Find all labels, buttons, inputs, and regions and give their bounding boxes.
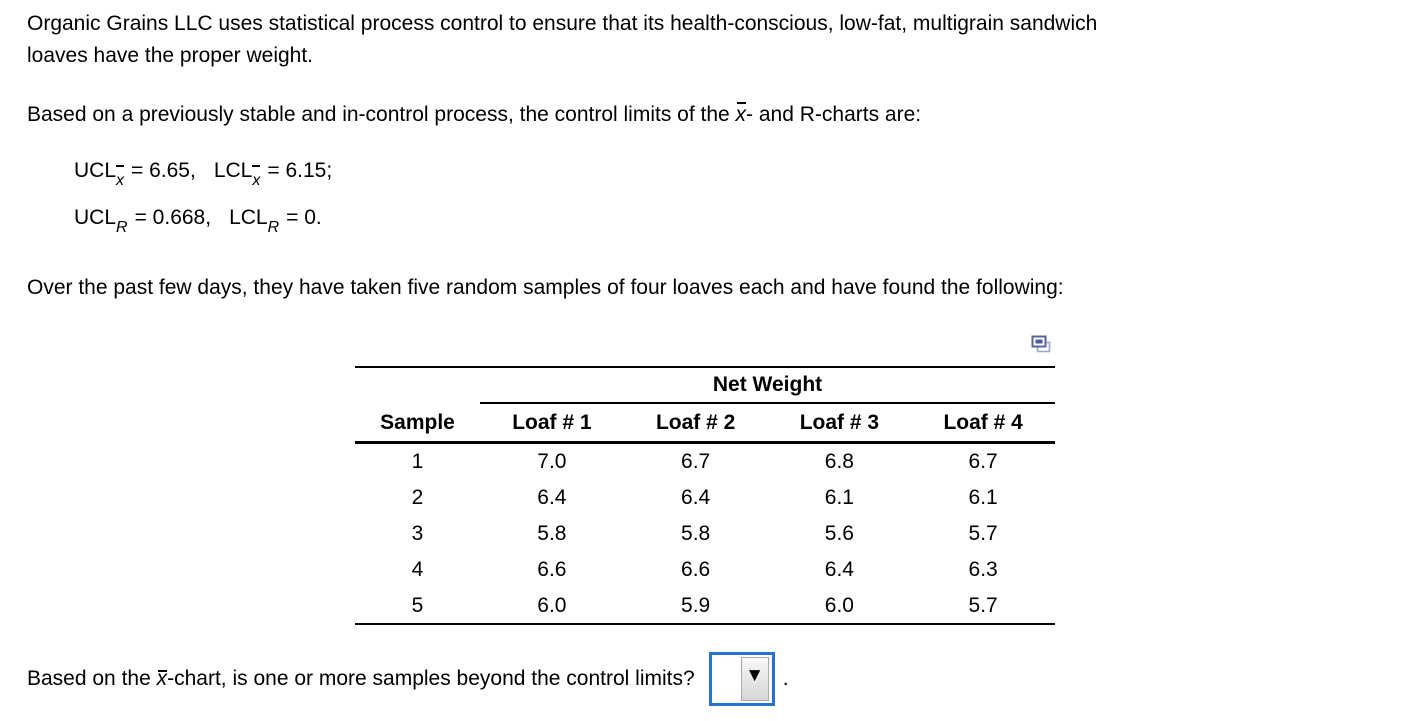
table-header-row: Sample Loaf # 1 Loaf # 2 Loaf # 3 Loaf #…	[355, 404, 1055, 441]
cell-loaf4: 6.3	[968, 558, 998, 581]
cell-loaf1: 7.0	[537, 450, 567, 473]
cell-sample: 3	[411, 522, 424, 545]
cell-loaf1: 6.4	[537, 486, 567, 509]
cell-sample: 2	[411, 486, 424, 509]
samples-paragraph: Over the past few days, they have taken …	[27, 276, 1064, 299]
lcl-xbar-label: LCL	[213, 159, 253, 182]
table-top-rule	[355, 366, 1055, 368]
intro-paragraph: Organic Grains LLC uses statistical proc…	[27, 8, 1097, 72]
x-bar-symbol: x	[736, 99, 746, 131]
cell-sample: 4	[411, 558, 424, 581]
column-header-sample: Sample	[380, 410, 455, 434]
cell-loaf3: 6.8	[824, 450, 854, 473]
cell-loaf2: 5.9	[681, 594, 711, 617]
cell-loaf2: 6.4	[681, 486, 711, 509]
cell-loaf2: 6.7	[681, 450, 711, 473]
lcl-xbar-subscript: x	[252, 165, 261, 196]
column-header-loaf1: Loaf # 1	[512, 410, 592, 434]
table-header-rule	[355, 441, 1055, 444]
copy-table-button[interactable]	[1031, 334, 1052, 355]
r-chart-limits: UCLR = 0.668, LCLR = 0.	[74, 203, 332, 250]
cell-loaf3: 6.4	[824, 558, 854, 581]
intro-line-2: loaves have the proper weight.	[27, 44, 314, 67]
answer-dropdown[interactable]: ▼	[708, 652, 775, 706]
table-row: 2 6.4 6.4 6.1 6.1	[355, 480, 1055, 516]
column-header-loaf2: Loaf # 2	[655, 410, 736, 434]
cell-loaf2: 6.6	[681, 558, 711, 581]
control-limits-paragraph: Based on a previously stable and in-cont…	[27, 99, 921, 131]
copy-icon	[1031, 335, 1051, 353]
control-limit-formulas: UCLx = 6.65, LCLx = 6.15; UCLR = 0.668, LCLR =…	[74, 156, 332, 250]
net-weight-table: Net Weight Sample Loaf # 1 Loaf # 2 Loaf…	[355, 366, 1055, 625]
table-group-rule	[480, 402, 1055, 404]
table-row: 1 7.0 6.7 6.8 6.7	[355, 444, 1055, 480]
cell-loaf3: 6.1	[824, 486, 854, 509]
cell-loaf1: 6.6	[537, 558, 567, 581]
table-row: 3 5.8 5.8 5.6 5.7	[355, 516, 1055, 552]
dropdown-button[interactable]: ▼	[740, 657, 769, 701]
question-period: .	[782, 667, 789, 690]
cell-loaf4: 6.7	[968, 450, 998, 473]
column-header-loaf3: Loaf # 3	[799, 410, 880, 434]
xbar-chart-limits: UCLx = 6.65, LCLx = 6.15;	[74, 156, 332, 203]
table-row: 5 6.0 5.9 6.0 5.7	[355, 588, 1055, 624]
table-bottom-rule	[355, 623, 1055, 625]
table-row: 4 6.6 6.6 6.4 6.3	[355, 552, 1055, 588]
question-text-before: Based on the	[27, 667, 157, 690]
intro-line-1: Organic Grains LLC uses statistical proc…	[27, 12, 1098, 35]
ucl-xbar-value: = 6.65,	[131, 159, 196, 182]
question-text: Based on the x-chart, is one or more sam…	[27, 667, 695, 691]
table-group-header: Net Weight	[712, 373, 823, 396]
ucl-r-value: = 0.668,	[134, 206, 212, 229]
lcl-r-label: LCL	[229, 206, 268, 229]
lcl-r-value: = 0.	[286, 206, 322, 229]
ucl-r-label: UCL	[74, 206, 117, 229]
cell-loaf3: 6.0	[824, 594, 854, 617]
column-header-loaf4: Loaf # 4	[943, 410, 1023, 434]
cell-loaf4: 5.7	[968, 594, 998, 617]
cell-loaf1: 6.0	[537, 594, 567, 617]
cell-sample: 5	[411, 594, 424, 617]
ucl-xbar-subscript: x	[116, 165, 125, 196]
lcl-xbar-value: = 6.15;	[267, 159, 333, 182]
ucl-xbar-label: UCL	[74, 159, 117, 182]
control-limits-text-after: - and R-charts are:	[746, 103, 922, 126]
question-text-after: -chart, is one or more samples beyond th…	[167, 667, 695, 690]
cell-loaf2: 5.8	[681, 522, 711, 545]
table-body: 1 7.0 6.7 6.8 6.7 2 6.4 6.4 6.1 6.1 3 5.…	[355, 444, 1055, 624]
cell-loaf1: 5.8	[537, 522, 567, 545]
x-bar-symbol: x	[156, 667, 168, 690]
cell-loaf3: 5.6	[824, 522, 854, 545]
cell-sample: 1	[411, 450, 424, 473]
question-row: Based on the x-chart, is one or more sam…	[27, 650, 789, 708]
cell-loaf4: 5.7	[968, 522, 998, 545]
cell-loaf4: 6.1	[968, 486, 998, 509]
control-limits-text-before: Based on a previously stable and in-cont…	[27, 103, 736, 126]
ucl-r-subscript: R	[116, 219, 128, 236]
lcl-r-subscript: R	[267, 219, 280, 236]
chevron-down-icon: ▼	[745, 664, 765, 686]
